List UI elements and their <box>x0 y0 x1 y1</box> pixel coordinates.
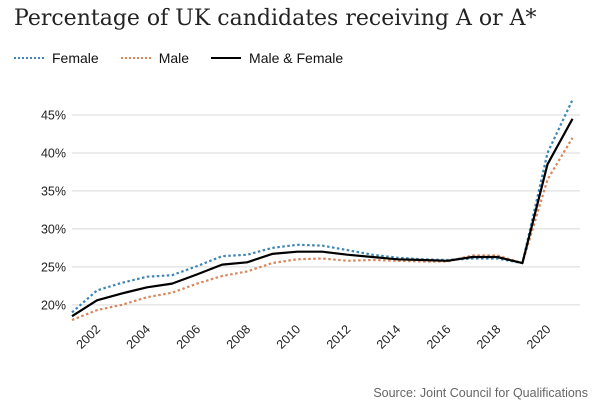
chart-title: Percentage of UK candidates receiving A … <box>14 6 537 31</box>
source-note: Source: Joint Council for Qualifications <box>373 386 588 400</box>
series-line-male-female <box>71 118 574 318</box>
x-tick-label: 2004 <box>124 322 154 352</box>
x-tick-label: 2018 <box>474 322 504 352</box>
legend-item-male-female: Male & Female <box>211 50 343 66</box>
x-tick-label: 2016 <box>424 322 454 352</box>
legend-item-male: Male <box>120 50 190 66</box>
legend: Female Male Male & Female <box>14 50 365 66</box>
y-tick-label: 30% <box>41 222 66 236</box>
x-tick-label: 2012 <box>324 322 354 352</box>
y-tick-label: 40% <box>41 146 66 160</box>
y-tick-label: 35% <box>41 184 66 198</box>
legend-swatch-male <box>120 57 151 59</box>
gridlines <box>72 114 580 306</box>
series-line-male <box>71 137 574 322</box>
y-tick-label: 45% <box>41 108 66 122</box>
legend-label-male: Male <box>158 50 190 66</box>
x-tick-label: 2020 <box>524 322 554 352</box>
x-tick-label: 2010 <box>274 322 304 352</box>
y-axis-ticks: 20% 25% 30% 35% 40% 45% <box>41 108 66 312</box>
x-tick-label: 2002 <box>74 322 104 352</box>
x-axis-ticks: 2002 2004 2006 2008 2010 2012 2014 2016 2018 2020 <box>74 322 554 352</box>
x-tick-label: 2014 <box>374 322 404 352</box>
legend-label-female: Female <box>52 50 99 66</box>
legend-label-male-female: Male & Female <box>249 50 344 66</box>
x-tick-label: 2008 <box>224 322 254 352</box>
y-tick-label: 20% <box>41 298 66 312</box>
y-tick-label: 25% <box>41 260 66 274</box>
legend-item-female: Female <box>14 50 99 66</box>
x-tick-label: 2006 <box>174 322 204 352</box>
legend-swatch-female <box>14 57 44 59</box>
series-lines <box>71 99 574 322</box>
legend-swatch-male-female <box>211 57 242 59</box>
series-line-female <box>71 99 574 314</box>
